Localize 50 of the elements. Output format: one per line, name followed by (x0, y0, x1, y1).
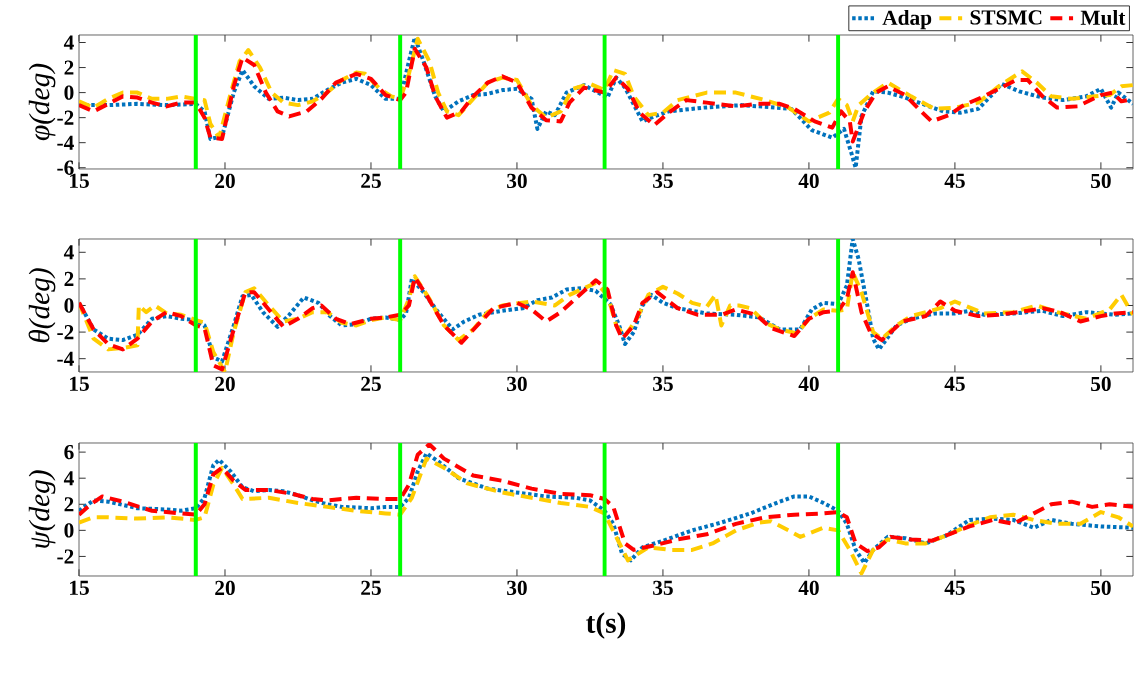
x-tick-label: 50 (1091, 376, 1111, 392)
x-axis-title: t(s) (586, 612, 626, 639)
y-tick-label: 4 (63, 35, 74, 50)
line-series (79, 442, 1134, 554)
x-tick-label: 15 (70, 173, 89, 188)
y-tick-label: -6 (57, 160, 74, 175)
y-tick-label: -4 (57, 351, 74, 366)
y-tick-label: -2 (57, 325, 74, 340)
x-tick-label: 35 (653, 173, 673, 189)
y-tick-label: 0 (64, 85, 74, 100)
legend-label: STSMC (970, 10, 1042, 25)
x-tick-label: 30 (507, 376, 527, 392)
x-tick-label: 30 (507, 580, 527, 596)
x-tick-label: 25 (361, 173, 381, 189)
x-tick-label: 50 (1091, 580, 1111, 596)
x-tick-label: 40 (798, 173, 819, 189)
x-tick-label: 45 (944, 580, 965, 595)
x-tick-label: 35 (653, 376, 673, 392)
x-tick-label: 15 (70, 376, 89, 391)
x-tick-label: 20 (215, 173, 235, 189)
y-tick-label: -2 (57, 549, 74, 564)
line-series (79, 270, 1134, 372)
x-tick-label: 20 (215, 376, 235, 392)
y-tick-label: -4 (57, 135, 74, 150)
y-tick-label: 2 (64, 271, 74, 286)
y-axis-title: θ(deg) (28, 268, 56, 343)
legend-label: Mult (1080, 9, 1126, 25)
y-tick-label: 4 (63, 471, 74, 486)
x-tick-label: 40 (798, 580, 819, 596)
y-tick-label: 4 (63, 245, 74, 260)
x-tick-label: 25 (361, 580, 381, 596)
legend-label: Adap (882, 9, 932, 30)
x-tick-label: 50 (1091, 173, 1111, 189)
x-tick-label: 20 (215, 580, 235, 596)
y-tick-label: 0 (64, 298, 74, 313)
y-tick-label: 6 (64, 444, 74, 460)
x-tick-label: 25 (361, 376, 381, 392)
x-tick-label: 30 (507, 173, 527, 189)
line-series (79, 35, 1134, 169)
y-axis-title: ψ(deg) (28, 470, 56, 548)
y-tick-label: 0 (64, 523, 74, 538)
y-axis-title: φ(deg) (28, 63, 56, 141)
x-tick-label: 40 (798, 376, 819, 392)
x-tick-label: 45 (944, 173, 965, 188)
x-tick-label: 45 (944, 376, 965, 391)
y-tick-label: -2 (57, 110, 74, 125)
x-tick-label: 15 (70, 580, 89, 595)
x-tick-label: 35 (653, 580, 673, 596)
y-tick-label: 2 (64, 497, 74, 512)
y-tick-label: 2 (64, 60, 74, 75)
